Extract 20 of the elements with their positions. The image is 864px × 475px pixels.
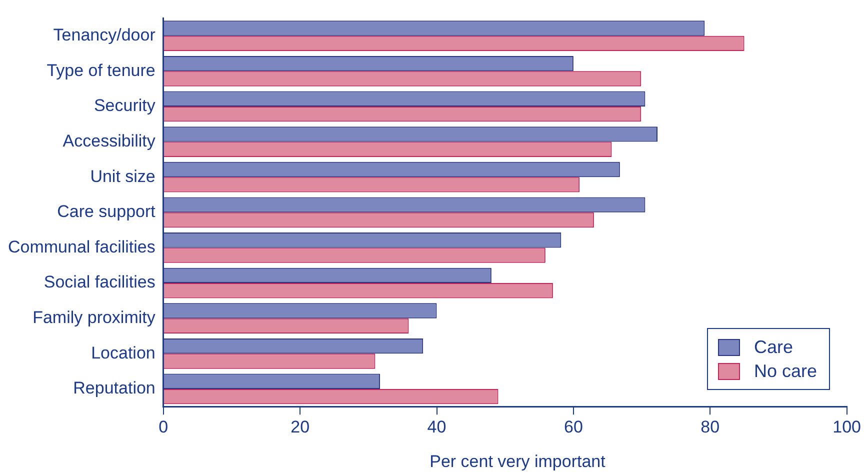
x-axis-title: Per cent very important bbox=[428, 452, 606, 472]
x-tick-label: 100 bbox=[832, 417, 862, 436]
x-tick-label: 80 bbox=[700, 417, 720, 436]
legend-label: Care bbox=[754, 336, 793, 358]
y-tick-label: Accessibility bbox=[62, 131, 156, 150]
y-tick-label: Unit size bbox=[90, 166, 156, 186]
y-tick-label: Care support bbox=[57, 202, 156, 222]
y-tick-label: Type of tenure bbox=[46, 60, 156, 80]
x-tick-label: 60 bbox=[564, 417, 583, 436]
y-tick-label: Social facilities bbox=[44, 272, 156, 292]
y-tick-label: Security bbox=[94, 96, 156, 116]
y-tick-label: Tenancy/door bbox=[53, 26, 156, 45]
y-tick-label: Location bbox=[91, 343, 156, 362]
x-tick-label: 40 bbox=[427, 417, 446, 436]
x-tick-label: 0 bbox=[158, 417, 168, 436]
x-tick-label: 20 bbox=[290, 417, 310, 436]
y-tick-label: Reputation bbox=[73, 378, 156, 398]
y-tick-label: Family proximity bbox=[32, 308, 156, 328]
y-tick-label: Communal facilities bbox=[8, 237, 156, 256]
legend-label: No care bbox=[754, 360, 817, 382]
